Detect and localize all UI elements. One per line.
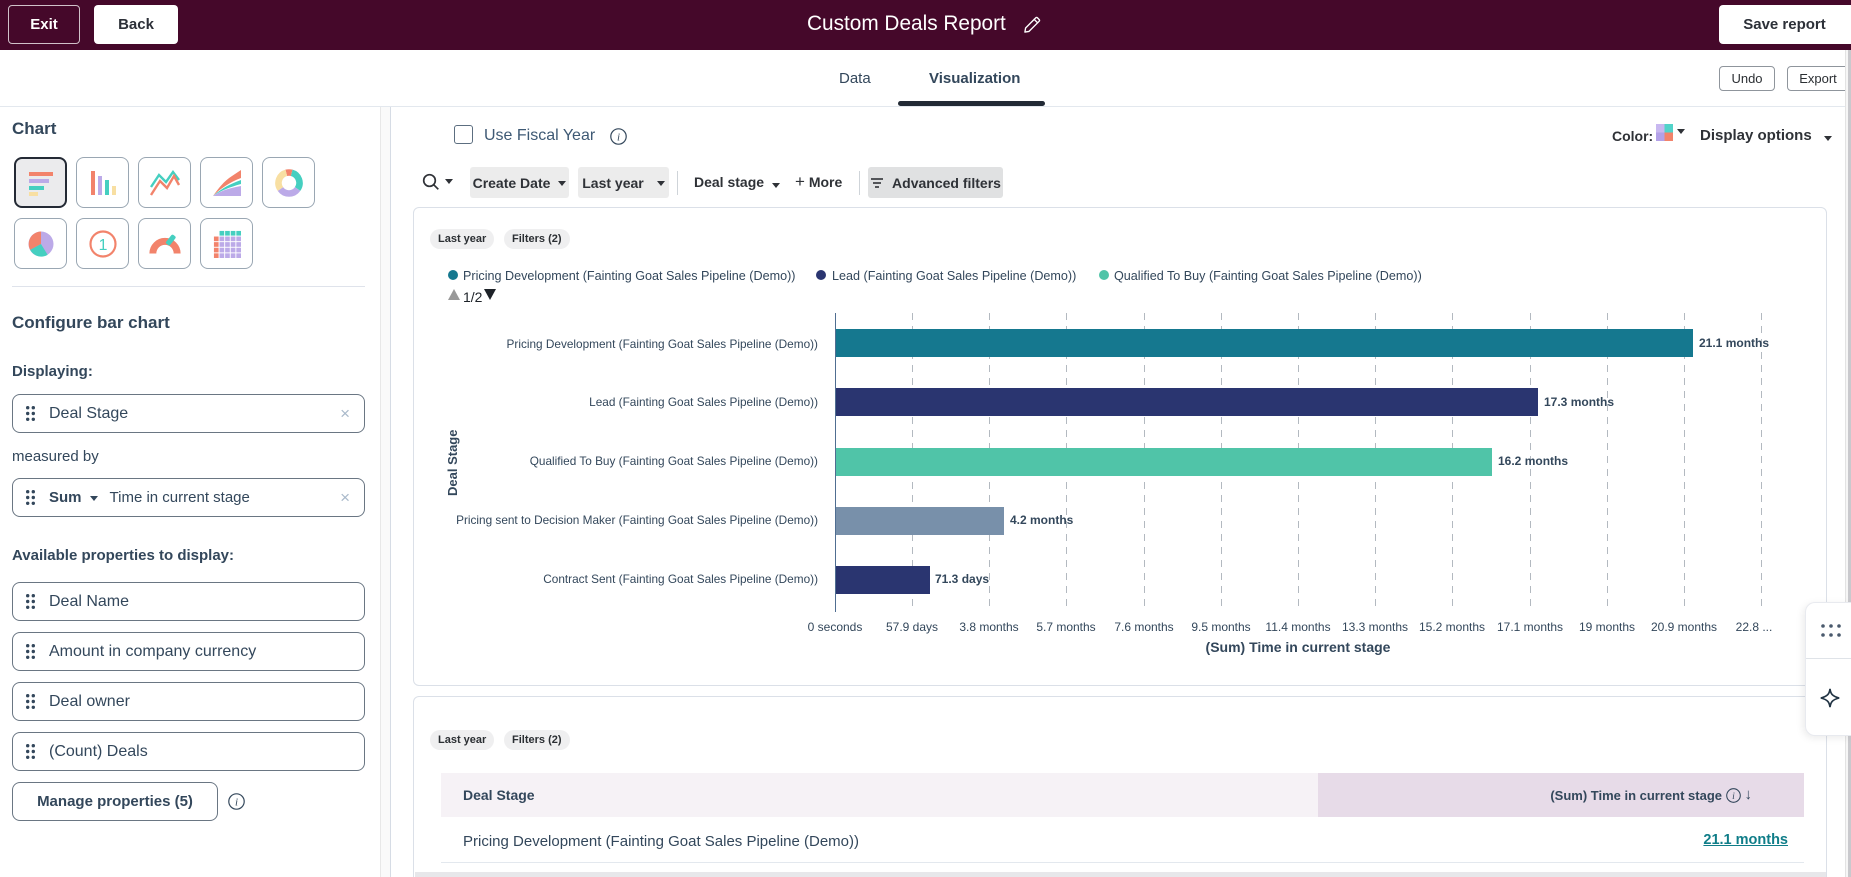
svg-text:1: 1 (98, 236, 107, 253)
svg-text:i: i (235, 796, 238, 808)
svg-text:i: i (617, 131, 620, 143)
svg-text:i: i (1732, 791, 1735, 802)
